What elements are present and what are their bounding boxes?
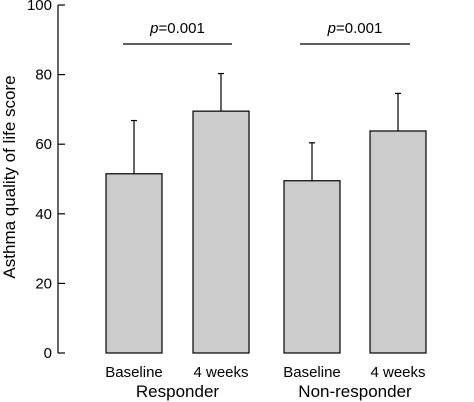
p-value-label: p=0.001 xyxy=(327,20,383,37)
bar xyxy=(283,180,341,354)
y-tick-label: 80 xyxy=(35,67,52,84)
p-value-text: =0.001 xyxy=(336,20,382,37)
category-label: 4 weeks xyxy=(370,364,425,381)
y-axis-label: Asthma quality of life score xyxy=(0,75,19,278)
p-value-label: p=0.001 xyxy=(149,20,205,37)
group-label: Responder xyxy=(136,382,220,401)
y-tick-label: 100 xyxy=(27,0,52,14)
annotations: p=0.001 p=0.001 xyxy=(123,20,410,45)
bar xyxy=(192,110,250,354)
y-tick-label: 20 xyxy=(35,275,52,292)
y-axis: 0 20 40 60 80 100 xyxy=(27,0,65,362)
p-value-symbol: p xyxy=(327,20,336,37)
y-tick-label: 0 xyxy=(44,345,52,362)
group-label: Non-responder xyxy=(298,382,412,401)
y-tick-label: 60 xyxy=(35,136,52,153)
p-value-text: =0.001 xyxy=(159,20,205,37)
category-label: Baseline xyxy=(283,364,341,381)
bars xyxy=(105,72,427,354)
y-tick-label: 40 xyxy=(35,206,52,223)
p-value-symbol: p xyxy=(149,20,158,37)
bar xyxy=(105,173,163,354)
bar xyxy=(369,130,427,354)
category-label: Baseline xyxy=(105,364,163,381)
category-label: 4 weeks xyxy=(193,364,248,381)
